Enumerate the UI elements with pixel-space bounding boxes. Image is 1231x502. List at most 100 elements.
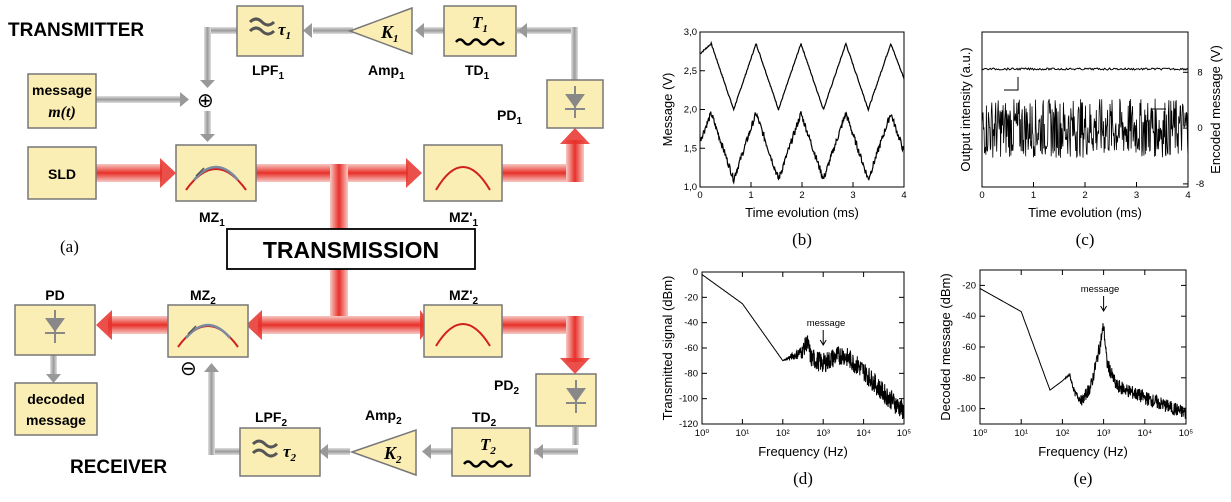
svg-text:τ2: τ2 (283, 442, 297, 464)
annotation-arrowhead (819, 339, 827, 346)
amp2-label: Amp (365, 407, 396, 423)
interferometer-icon (435, 323, 491, 347)
y-tick-label-right: 0 (1197, 123, 1202, 134)
filter-icon (248, 17, 276, 36)
beam-mz2-pd (108, 316, 168, 334)
beam-down-pd2 (566, 316, 584, 362)
gray-arrowhead (200, 80, 215, 88)
pd2-block: PD2 (494, 373, 597, 427)
decoded-message-block: decoded message (14, 382, 98, 436)
y-axis-label: Message (V) (660, 73, 675, 147)
y-axis-label: Transmitted signal (dBm) (660, 276, 675, 421)
right-axis-arrow (1151, 108, 1166, 122)
svg-text:TD1: TD1 (465, 62, 490, 82)
chart-d: 10⁰ 10¹ 10² 10³ 10⁴ 10⁵ 0 -20 -40 -60 -80 -100 -120 F… (660, 267, 911, 488)
td1-label: TD (465, 62, 484, 78)
lpf2-block: τ2 LPF2 (239, 409, 321, 477)
lpf1-label: LPF (252, 62, 279, 78)
svg-text:MZ2: MZ2 (190, 287, 216, 307)
chart-e: 10⁰ 10¹ 10² 10³ 10⁴ 10⁵ -20 -40 -60 -80 -100 Freque… (938, 269, 1194, 488)
annotation-arrowhead (1100, 305, 1108, 312)
y-tick-label: -120 (679, 419, 698, 430)
x-axis-label: Frequency (Hz) (1038, 444, 1128, 459)
modulator-icon (177, 323, 239, 348)
panel-label: (e) (1074, 469, 1093, 488)
y-tick-label-right: 8 (1197, 67, 1202, 78)
mz2-label: MZ (190, 287, 211, 303)
svg-text:MZ1: MZ1 (199, 209, 225, 229)
y-tick-label: -80 (962, 373, 976, 384)
x-tick-label: 2 (1082, 190, 1087, 201)
tau1-label: τ (278, 20, 286, 39)
beam-arrowhead (560, 128, 590, 144)
beam-arrowhead (96, 310, 112, 340)
tau2-label: τ (283, 442, 291, 461)
pd-label: PD (45, 287, 64, 303)
gray-link-down-sum (204, 27, 211, 81)
pd1-block: PD1 (497, 79, 604, 129)
delay-wave-icon (463, 460, 513, 468)
receiver-label: RECEIVER (70, 457, 167, 478)
series-line (699, 111, 905, 185)
subtract-node-icon: ⊖ (180, 358, 197, 380)
pd1-label: PD (497, 107, 516, 123)
pd-block: PD (14, 287, 96, 356)
encoded-message-trace (981, 98, 1189, 159)
gray-arrowhead (518, 23, 527, 38)
sld-label: SLD (48, 166, 76, 182)
transmitter-label: TRANSMITTER (8, 20, 144, 41)
y-tick-label: -100 (679, 394, 698, 405)
svg-text:Amp2: Amp2 (365, 407, 402, 427)
panel-b-label: (b) (792, 230, 812, 249)
k1-label: K (380, 22, 395, 42)
y-axis-label: Decoded message (dBm) (938, 273, 953, 420)
beam-mz2p-pd2 (500, 316, 582, 334)
x-axis-label: Frequency (Hz) (758, 444, 848, 459)
k2-label: K (383, 443, 398, 463)
x-tick-label: 10¹ (736, 428, 750, 439)
x-tick-label: 4 (901, 190, 906, 201)
svg-text:PD1: PD1 (497, 107, 522, 127)
left-axis-arrow (1004, 77, 1019, 91)
lpf1-block: τ1 LPF1 (236, 5, 304, 82)
pd2-label: PD (494, 377, 513, 393)
message-annotation: message (807, 318, 846, 329)
y-tick-label: -60 (962, 342, 976, 353)
message-source-block: message m(t) (27, 73, 97, 129)
svg-text:MZ'2: MZ'2 (449, 287, 479, 307)
x-tick-label: 3 (850, 190, 855, 201)
x-tick-label: 0 (697, 190, 702, 201)
setup-diagram: TRANSMITTER RECEIVER (8, 5, 604, 478)
gray-arrowhead (422, 444, 431, 459)
amp1-block: K1 Amp1 (347, 6, 413, 82)
modulator-icon (185, 165, 247, 191)
svg-text:LPF1: LPF1 (252, 62, 284, 82)
y-tick-label: -60 (684, 343, 698, 354)
gray-arrowhead (303, 23, 312, 38)
gray-arrowhead (534, 444, 543, 459)
x-tick-label: 10⁰ (973, 428, 988, 439)
gray-link-lpf2-left (208, 448, 240, 455)
transmission-banner: TRANSMISSION (226, 228, 476, 270)
sum-node-icon: ⊕ (197, 90, 214, 112)
beam-arrowhead (246, 310, 262, 340)
y-axis-label-right: Encoded message (V) (1208, 45, 1223, 174)
spectrum-line (979, 288, 1187, 419)
mz2-block: MZ2 (167, 287, 249, 358)
x-tick-label: 3 (1134, 190, 1139, 201)
gray-arrowhead (200, 134, 215, 142)
x-tick-label: 10³ (1097, 428, 1111, 439)
mz1p-label: MZ' (449, 209, 473, 225)
filter-icon (251, 439, 279, 458)
svg-text:T2: T2 (480, 435, 496, 457)
photodiode-icon (565, 86, 585, 118)
x-tick-label: 10⁵ (1179, 428, 1194, 439)
beam-trunk-mz2 (258, 316, 428, 334)
delay-wave-icon (455, 38, 505, 46)
gray-link-td-amp (420, 27, 444, 34)
beam-mz1p-pd1 (502, 164, 582, 182)
beam-arrowhead (160, 158, 176, 188)
gray-link-pd2-td2 (534, 448, 578, 455)
amp2-block: K2 Amp2 (349, 407, 417, 477)
svg-text:LPF2: LPF2 (255, 409, 287, 429)
